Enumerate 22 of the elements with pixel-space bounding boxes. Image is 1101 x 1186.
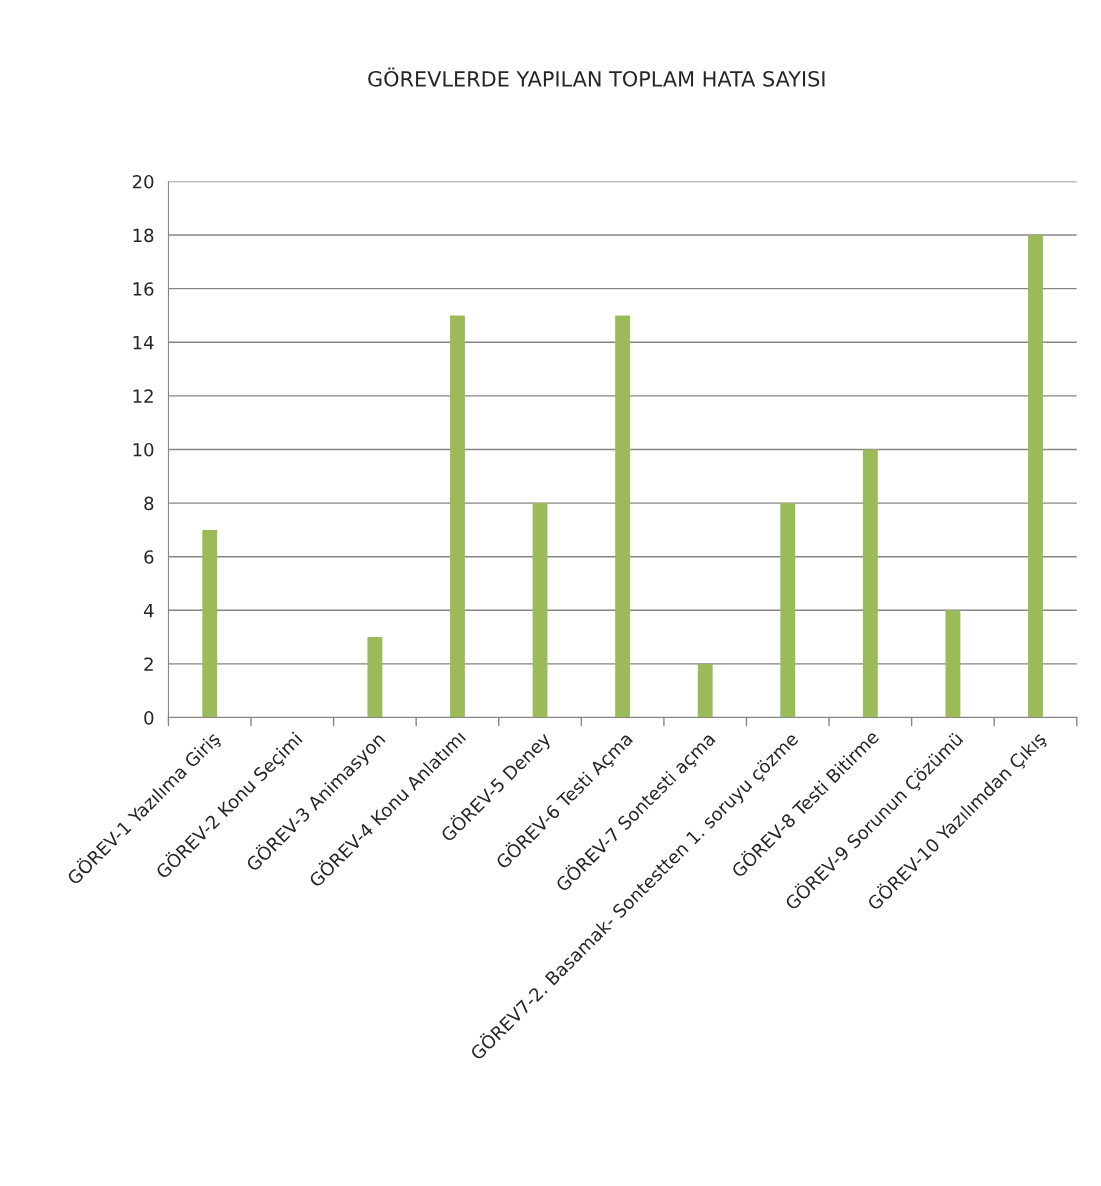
y-tick-label: 20 [132,174,154,189]
bar [615,315,631,718]
bar [780,503,796,718]
y-tick-label: 16 [133,282,154,296]
bar [450,315,465,718]
y-tick-label: 6 [144,550,154,564]
y-tick-label: 14 [133,335,154,350]
bar [532,503,548,718]
bar [367,637,383,718]
bar [697,663,713,718]
bar [202,529,218,718]
chart-title: GÖREVLERDE YAPILAN TOPLAM HATA SAYISI [368,67,825,87]
bar [1028,235,1043,718]
y-tick-label: 0 [144,710,154,725]
y-tick-label: 4 [143,604,154,618]
y-tick-label: 2 [144,657,153,671]
bar [862,449,878,718]
bar [945,610,961,718]
y-tick-label: 12 [133,389,153,403]
y-tick-label: 18 [133,228,154,243]
y-tick-label: 8 [144,496,154,511]
y-tick-label: 10 [133,442,154,457]
